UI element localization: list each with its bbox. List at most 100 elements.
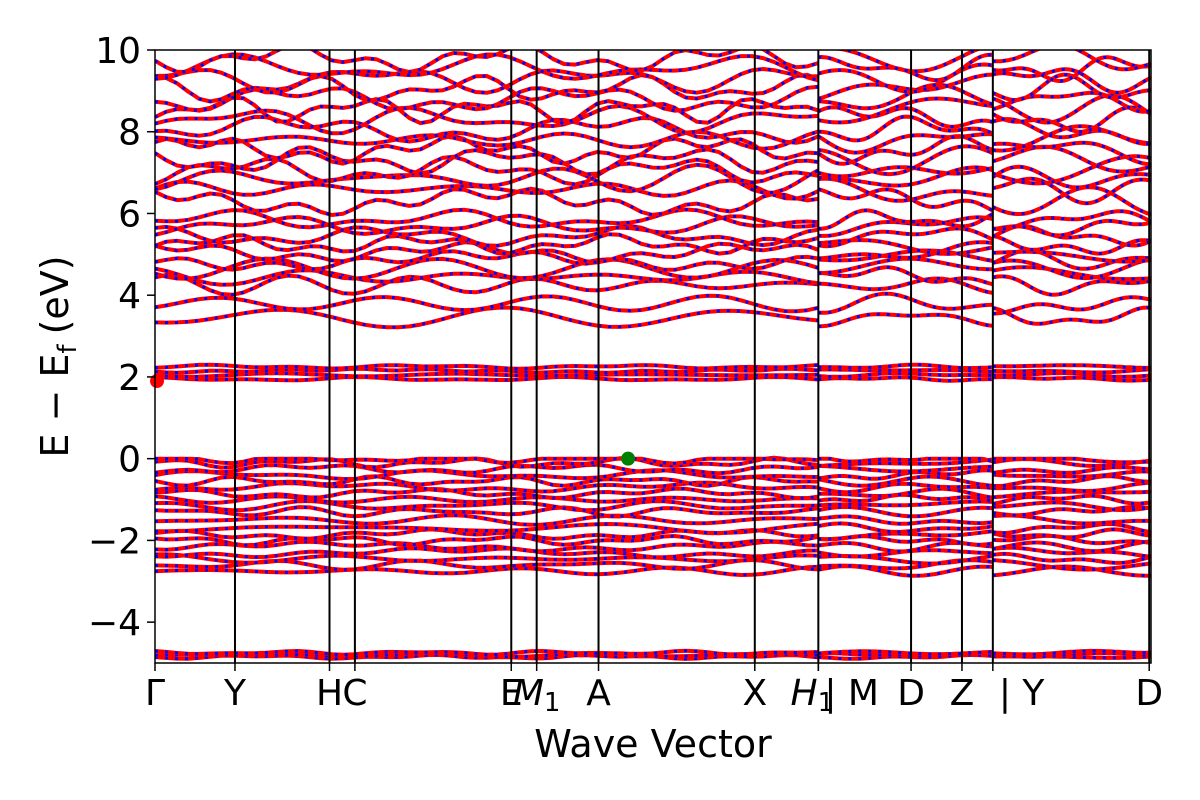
band-line-down: [992, 371, 1151, 379]
band-line-down: [155, 371, 819, 379]
plot-frame: [154, 49, 1152, 664]
band-line-up: [818, 52, 993, 83]
band-line-up: [818, 165, 994, 188]
band-line-up: [992, 493, 1151, 506]
band-line-down: [992, 465, 1151, 475]
band-line-up: [155, 145, 819, 177]
band-line-up: [155, 249, 819, 272]
band-line-up: [817, 505, 994, 519]
x-tick-label-main: M: [513, 673, 544, 714]
band-line-down: [155, 363, 819, 371]
y-axis-title-sub: f: [53, 344, 83, 354]
y-axis-title: E − Ef (eV): [33, 255, 83, 457]
band-line-down: [155, 552, 819, 565]
band-line-down: [155, 565, 819, 577]
band-line-down: [818, 292, 993, 315]
x-tick-label: E: [500, 673, 523, 714]
band-line-up: [155, 50, 819, 75]
x-tick-label: Y: [223, 673, 247, 714]
band-line-down: [992, 367, 1151, 374]
band-line-down: [155, 52, 819, 82]
band-line-down: [155, 232, 819, 256]
band-line-down: [818, 83, 994, 110]
band-line-down: [992, 145, 1151, 173]
band-line-down: [992, 649, 1151, 656]
band-line-down: [155, 257, 819, 281]
band-line-down: [155, 534, 819, 547]
x-tick-label: Γ: [145, 673, 165, 714]
band-line-down: [155, 481, 819, 494]
band-line-up: [817, 481, 994, 495]
extrema-markers: [150, 374, 636, 466]
band-line-up: [992, 274, 1151, 297]
band-line-up: [817, 165, 994, 179]
x-tick-label: H: [316, 673, 343, 714]
band-line-down: [992, 481, 1151, 493]
band-line-down: [992, 565, 1151, 578]
band-line-down: [992, 185, 1151, 216]
band-line-down: [992, 501, 1151, 512]
band-line-down: [817, 187, 994, 212]
band-line-up: [818, 486, 994, 500]
band-line-up: [818, 529, 994, 542]
y-tick-label: 4: [118, 276, 141, 317]
band-line-down: [155, 187, 819, 217]
band-line-down: [817, 62, 994, 94]
band-line-down: [155, 163, 820, 195]
band-line-down: [818, 115, 994, 142]
band-line-down: [155, 134, 819, 166]
band-line-down: [155, 96, 819, 126]
x-tick-label: M1: [513, 673, 561, 718]
band-line-down: [155, 367, 819, 375]
band-line-up: [818, 463, 993, 474]
band-line-up: [155, 72, 820, 104]
x-tick-label-sub: 1: [544, 688, 561, 718]
band-line-down: [818, 208, 994, 231]
band-line-up: [818, 248, 994, 263]
band-line-down: [991, 165, 1151, 189]
band-line-down: [992, 91, 1151, 114]
band-line-down: [155, 474, 819, 488]
band-line-up: [818, 312, 993, 329]
band-line-up: [818, 649, 993, 657]
band-line-down: [992, 209, 1151, 231]
band-line-down: [155, 527, 819, 541]
band-line-down: [155, 294, 819, 313]
band-line-down: [992, 552, 1151, 565]
band-line-down: [155, 104, 819, 135]
band-line-down: [155, 155, 819, 186]
y-axis-title-unit: (eV): [33, 255, 77, 334]
band-line-down: [992, 490, 1151, 499]
band-line-up: [818, 499, 993, 508]
x-tick-label: | Y: [999, 673, 1046, 714]
x-tick-label: | M: [824, 673, 879, 714]
band-line-down: [992, 546, 1151, 559]
band-line-down: [992, 534, 1151, 545]
x-tick-label: Z: [950, 673, 975, 714]
band-line-down: [155, 207, 819, 229]
band-line-down: [992, 375, 1151, 383]
band-line-down: [155, 130, 819, 151]
band-line-down: [155, 456, 819, 470]
cbm-marker: [150, 374, 164, 389]
band-line-down: [155, 522, 819, 535]
x-tick-label-sub: 1: [818, 688, 835, 718]
y-tick-label: 8: [118, 113, 141, 154]
band-line-down: [992, 105, 1151, 134]
band-lines: [155, 50, 1151, 661]
band-line-down: [992, 522, 1151, 535]
band-line-down: [155, 468, 819, 481]
y-tick-label: 0: [118, 440, 141, 481]
band-line-down: [155, 457, 819, 466]
band-line-down: [155, 505, 819, 519]
band-line-down: [992, 295, 1151, 316]
band-line-down: [992, 470, 1151, 478]
vbm-marker: [621, 451, 636, 466]
x-tick-label: D: [1135, 673, 1163, 714]
band-line-up: [817, 226, 994, 249]
y-tick-label: 6: [118, 194, 141, 235]
band-line-down: [155, 513, 819, 527]
